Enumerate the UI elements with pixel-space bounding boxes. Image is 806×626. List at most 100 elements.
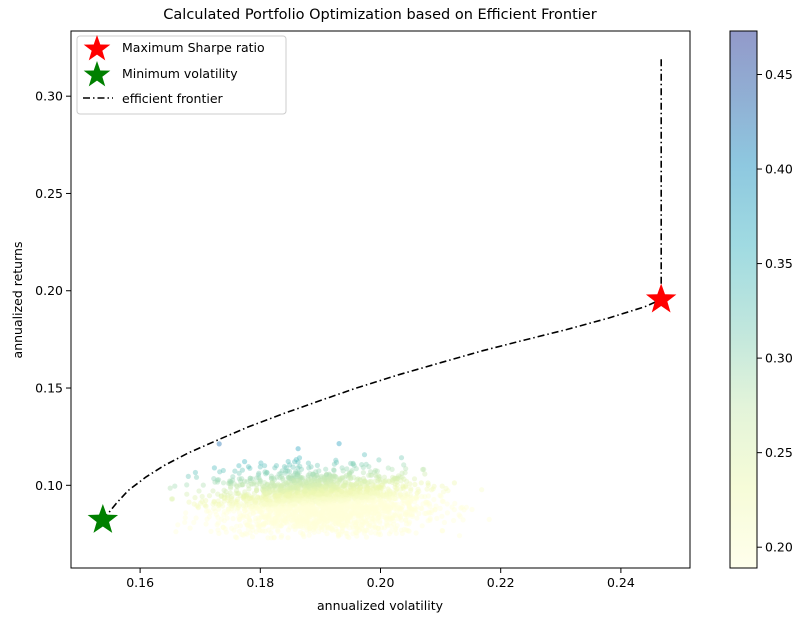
portfolio-point: [402, 498, 408, 504]
portfolio-point: [388, 523, 395, 530]
portfolio-point: [230, 516, 236, 522]
portfolio-point: [376, 474, 383, 480]
portfolio-point: [280, 502, 286, 508]
portfolio-point: [282, 498, 288, 504]
portfolio-point: [429, 507, 435, 513]
portfolio-point: [257, 477, 263, 483]
portfolio-point: [212, 479, 218, 485]
portfolio-point: [347, 472, 353, 478]
portfolio-point: [377, 491, 383, 497]
portfolio-point: [232, 468, 238, 474]
portfolio-point: [256, 481, 263, 487]
portfolio-point: [326, 471, 332, 477]
portfolio-point: [235, 496, 241, 502]
portfolio-point: [329, 474, 335, 480]
portfolio-point: [342, 482, 349, 488]
portfolio-point: [345, 505, 351, 511]
portfolio-point: [275, 527, 281, 533]
portfolio-point: [324, 518, 330, 524]
portfolio-point: [363, 504, 369, 510]
portfolio-point: [341, 498, 348, 504]
portfolio-point: [334, 488, 340, 494]
portfolio-point: [231, 508, 237, 514]
portfolio-point: [394, 523, 400, 529]
portfolio-point: [278, 470, 284, 476]
portfolio-point: [376, 510, 382, 516]
portfolio-point: [250, 510, 256, 517]
portfolio-point: [361, 492, 368, 498]
portfolio-point: [277, 482, 283, 488]
portfolio-point: [253, 497, 259, 503]
portfolio-point: [325, 515, 331, 521]
legend: Maximum Sharpe ratio Minimum volatility …: [76, 35, 287, 115]
portfolio-point: [323, 466, 329, 472]
portfolio-point: [365, 490, 371, 496]
portfolio-point: [285, 480, 291, 486]
portfolio-point: [266, 502, 272, 508]
portfolio-point: [358, 497, 364, 503]
portfolio-point: [371, 506, 377, 512]
portfolio-point: [317, 477, 323, 483]
portfolio-point: [308, 502, 314, 508]
portfolio-point: [381, 479, 387, 485]
portfolio-point: [411, 507, 417, 513]
portfolio-point: [334, 504, 340, 510]
portfolio-point: [386, 496, 392, 502]
portfolio-point: [401, 476, 407, 482]
portfolio-point: [308, 511, 314, 517]
portfolio-point: [266, 489, 272, 495]
portfolio-point: [326, 507, 333, 513]
portfolio-point: [316, 497, 322, 503]
portfolio-point: [320, 501, 327, 507]
portfolio-point: [393, 496, 399, 502]
portfolio-point: [336, 491, 342, 497]
portfolio-point: [317, 509, 323, 515]
portfolio-point: [285, 515, 291, 521]
portfolio-point: [331, 478, 337, 484]
portfolio-point: [337, 501, 343, 507]
portfolio-point: [295, 485, 301, 491]
portfolio-point: [323, 496, 329, 502]
portfolio-point: [255, 472, 261, 478]
portfolio-point: [327, 503, 333, 509]
portfolio-point: [305, 510, 311, 517]
portfolio-point: [241, 494, 247, 500]
portfolio-point: [301, 521, 307, 527]
portfolio-point: [362, 507, 368, 513]
portfolio-point: [404, 509, 410, 515]
portfolio-point: [376, 457, 382, 463]
portfolio-point: [374, 474, 380, 480]
portfolio-point: [319, 483, 325, 489]
portfolio-point: [350, 504, 356, 510]
portfolio-point: [318, 509, 324, 515]
portfolio-point: [315, 490, 321, 496]
portfolio-point: [361, 509, 367, 515]
portfolio-point: [297, 505, 303, 511]
portfolio-point: [305, 483, 311, 490]
portfolio-point: [312, 488, 318, 494]
portfolio-point: [335, 515, 341, 521]
portfolio-point: [285, 497, 292, 503]
portfolio-point: [311, 473, 317, 479]
portfolio-point: [295, 523, 301, 529]
portfolio-point: [284, 497, 291, 503]
portfolio-point: [326, 493, 332, 499]
portfolio-point: [367, 488, 373, 494]
portfolio-point: [361, 520, 367, 526]
portfolio-point: [329, 499, 335, 505]
portfolio-point: [292, 494, 298, 500]
portfolio-point: [344, 466, 350, 472]
portfolio-point: [418, 480, 424, 486]
portfolio-point: [321, 515, 327, 522]
portfolio-point: [285, 499, 291, 505]
portfolio-point: [329, 502, 335, 508]
portfolio-point: [255, 505, 261, 511]
portfolio-point: [348, 460, 354, 466]
portfolio-point: [384, 523, 390, 529]
portfolio-point: [295, 487, 301, 493]
portfolio-point: [279, 511, 285, 517]
portfolio-point: [317, 500, 323, 506]
portfolio-point: [293, 503, 299, 509]
portfolio-point: [331, 483, 337, 489]
portfolio-point: [260, 503, 266, 509]
